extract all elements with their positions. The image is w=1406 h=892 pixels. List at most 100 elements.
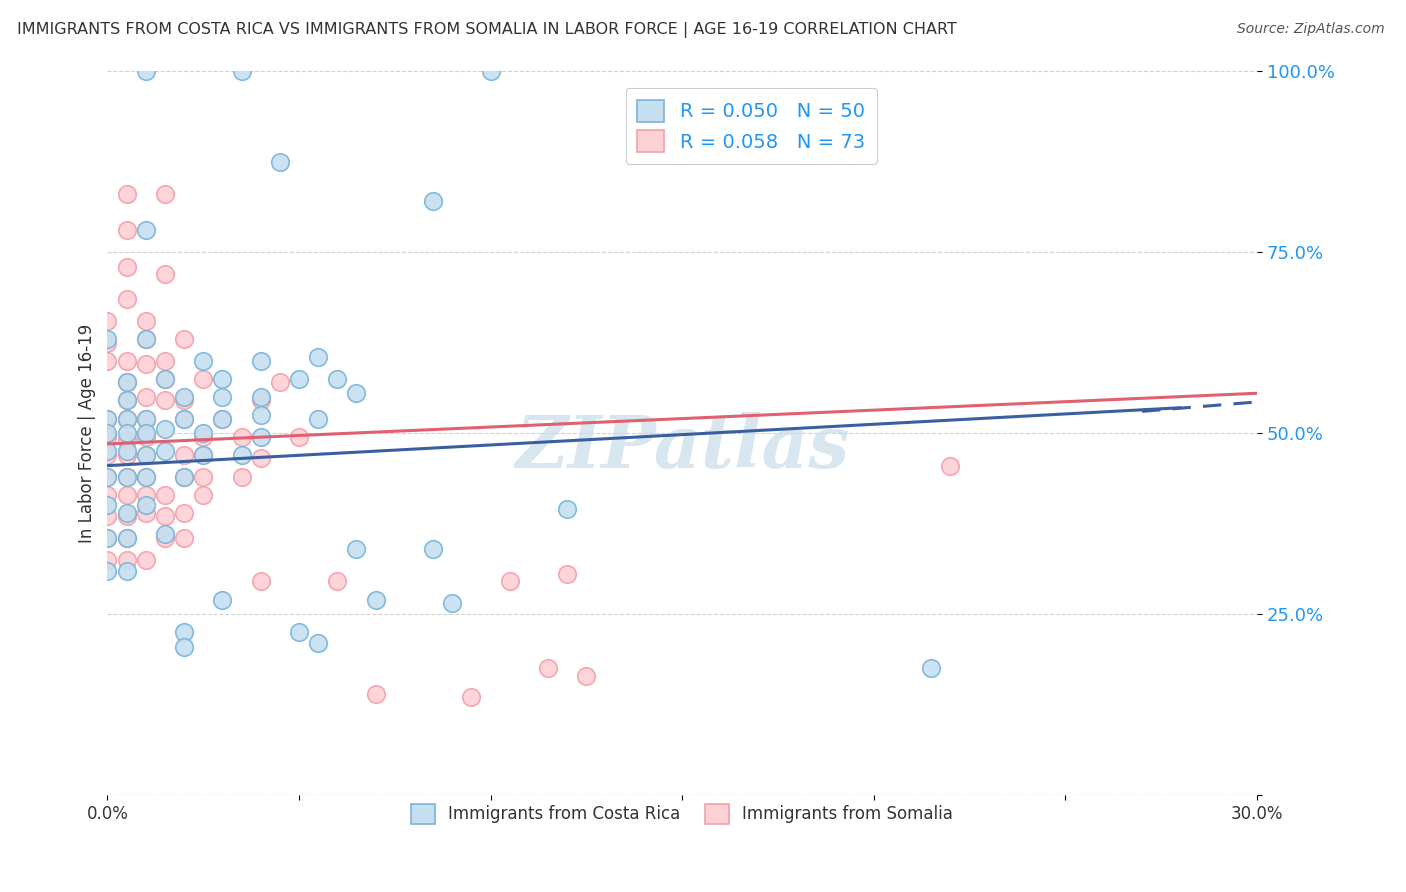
- Point: [96, 444, 118, 458]
- Legend: Immigrants from Costa Rica, Immigrants from Somalia: Immigrants from Costa Rica, Immigrants f…: [405, 797, 960, 830]
- Point: [96, 531, 118, 545]
- Point: [939, 458, 962, 473]
- Point: [135, 487, 157, 501]
- Point: [115, 376, 138, 390]
- Point: [346, 386, 368, 401]
- Point: [211, 372, 233, 386]
- Point: [173, 469, 195, 483]
- Point: [96, 487, 118, 501]
- Point: [249, 430, 271, 444]
- Point: [193, 448, 215, 462]
- Point: [96, 411, 118, 425]
- Point: [135, 425, 157, 440]
- Point: [173, 393, 195, 408]
- Point: [96, 430, 118, 444]
- Point: [96, 469, 118, 483]
- Point: [441, 596, 464, 610]
- Point: [96, 314, 118, 328]
- Point: [115, 292, 138, 306]
- Point: [115, 509, 138, 524]
- Point: [193, 448, 215, 462]
- Point: [499, 574, 522, 589]
- Point: [173, 411, 195, 425]
- Point: [96, 531, 118, 545]
- Text: IMMIGRANTS FROM COSTA RICA VS IMMIGRANTS FROM SOMALIA IN LABOR FORCE | AGE 16-19: IMMIGRANTS FROM COSTA RICA VS IMMIGRANTS…: [17, 22, 956, 38]
- Point: [115, 469, 138, 483]
- Point: [231, 64, 253, 78]
- Point: [115, 469, 138, 483]
- Point: [135, 314, 157, 328]
- Point: [96, 469, 118, 483]
- Point: [135, 390, 157, 404]
- Point: [231, 430, 253, 444]
- Point: [249, 393, 271, 408]
- Point: [96, 448, 118, 462]
- Point: [115, 393, 138, 408]
- Point: [173, 332, 195, 346]
- Point: [153, 187, 176, 202]
- Point: [153, 353, 176, 368]
- Point: [135, 469, 157, 483]
- Point: [96, 425, 118, 440]
- Point: [135, 430, 157, 444]
- Point: [173, 640, 195, 654]
- Point: [173, 625, 195, 640]
- Point: [193, 487, 215, 501]
- Point: [211, 411, 233, 425]
- Point: [115, 531, 138, 545]
- Point: [307, 350, 329, 364]
- Point: [115, 376, 138, 390]
- Point: [211, 592, 233, 607]
- Point: [115, 553, 138, 567]
- Point: [288, 372, 311, 386]
- Point: [920, 661, 942, 675]
- Point: [249, 390, 271, 404]
- Point: [115, 393, 138, 408]
- Point: [96, 332, 118, 346]
- Point: [96, 499, 118, 513]
- Point: [307, 636, 329, 650]
- Point: [115, 353, 138, 368]
- Point: [231, 448, 253, 462]
- Point: [153, 444, 176, 458]
- Point: [537, 661, 560, 675]
- Point: [211, 390, 233, 404]
- Point: [173, 506, 195, 520]
- Point: [231, 469, 253, 483]
- Point: [115, 434, 138, 448]
- Point: [115, 444, 138, 458]
- Point: [115, 187, 138, 202]
- Point: [460, 690, 482, 705]
- Point: [346, 541, 368, 556]
- Point: [135, 223, 157, 237]
- Point: [153, 372, 176, 386]
- Point: [115, 425, 138, 440]
- Point: [115, 260, 138, 274]
- Point: [153, 393, 176, 408]
- Point: [555, 567, 578, 582]
- Text: ZIPatlas: ZIPatlas: [515, 412, 849, 483]
- Point: [115, 411, 138, 425]
- Point: [307, 411, 329, 425]
- Point: [193, 372, 215, 386]
- Point: [135, 506, 157, 520]
- Point: [422, 194, 444, 209]
- Point: [153, 509, 176, 524]
- Point: [115, 411, 138, 425]
- Point: [153, 487, 176, 501]
- Point: [249, 353, 271, 368]
- Point: [326, 372, 349, 386]
- Point: [153, 372, 176, 386]
- Point: [135, 469, 157, 483]
- Point: [249, 408, 271, 422]
- Point: [115, 531, 138, 545]
- Point: [153, 267, 176, 281]
- Point: [135, 411, 157, 425]
- Point: [96, 353, 118, 368]
- Point: [135, 553, 157, 567]
- Point: [115, 223, 138, 237]
- Point: [135, 448, 157, 462]
- Point: [269, 154, 291, 169]
- Point: [326, 574, 349, 589]
- Text: Source: ZipAtlas.com: Source: ZipAtlas.com: [1237, 22, 1385, 37]
